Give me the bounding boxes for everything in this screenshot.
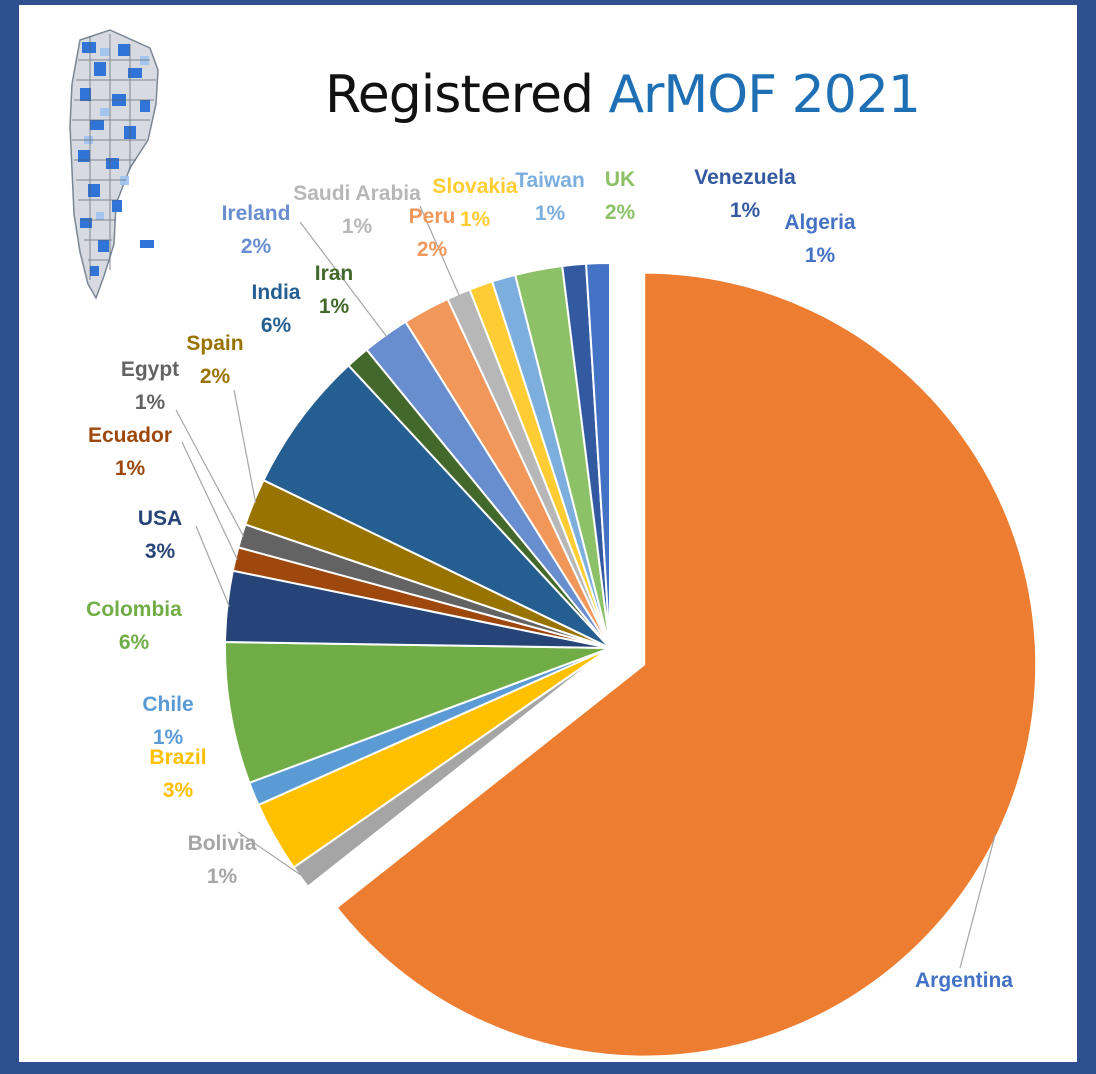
slice-argentina: [335, 271, 1038, 1058]
label-chile: Chile 1%: [142, 693, 193, 749]
label-name-ireland: Ireland: [222, 202, 291, 225]
label-name-spain: Spain: [186, 332, 243, 355]
label-value-india: 6%: [261, 314, 292, 337]
label-name-algeria: Algeria: [784, 211, 856, 234]
label-value-colombia: 6%: [119, 631, 150, 654]
label-name-usa: USA: [138, 507, 182, 530]
pie-slices: [224, 261, 1038, 1058]
label-iran: Iran 1%: [315, 262, 354, 318]
label-value-egypt: 1%: [135, 391, 166, 414]
label-value-saudi-arabia: 1%: [342, 215, 373, 238]
label-value-brazil: 3%: [163, 779, 194, 802]
leader-bolivia: [237, 831, 303, 877]
label-value-taiwan: 1%: [535, 202, 566, 225]
label-value-ecuador: 1%: [115, 457, 146, 480]
label-name-argentina: Argentina: [915, 969, 1013, 992]
label-venezuela: Venezuela 1%: [694, 166, 796, 222]
label-value-ireland: 2%: [241, 235, 272, 258]
label-india: India 6%: [251, 281, 300, 337]
leader-ireland: [299, 221, 388, 338]
label-value-usa: 3%: [145, 540, 176, 563]
leader-ecuador: [181, 441, 238, 560]
label-name-venezuela: Venezuela: [694, 166, 796, 189]
label-egypt: Egypt 1%: [121, 358, 179, 414]
leader-usa: [195, 525, 230, 607]
slice-india: [262, 363, 611, 649]
label-value-bolivia: 1%: [207, 865, 238, 888]
label-usa: USA 3%: [138, 507, 182, 563]
label-value-spain: 2%: [200, 365, 231, 388]
label-value-venezuela: 1%: [730, 199, 761, 222]
label-saudi-arabia: Saudi Arabia 1%: [293, 182, 421, 238]
label-name-taiwan: Taiwan: [515, 169, 585, 192]
label-colombia: Colombia 6%: [86, 598, 182, 654]
label-value-uk: 2%: [605, 201, 636, 224]
leader-spain: [233, 389, 257, 503]
label-value-iran: 1%: [319, 295, 350, 318]
label-name-ecuador: Ecuador: [88, 424, 172, 447]
label-name-saudi-arabia: Saudi Arabia: [293, 182, 421, 205]
label-peru: Peru 2%: [409, 205, 456, 261]
label-bolivia: Bolivia 1%: [188, 832, 257, 888]
label-name-uk: UK: [605, 168, 635, 191]
label-name-brazil: Brazil: [149, 746, 206, 769]
slice-colombia: [224, 640, 611, 785]
leader-lines: [175, 205, 996, 969]
label-name-iran: Iran: [315, 262, 354, 285]
label-name-slovakia: Slovakia: [432, 175, 518, 198]
label-ecuador: Ecuador 1%: [88, 424, 172, 480]
leader-argentina: [959, 834, 996, 969]
label-ireland: Ireland 2%: [222, 202, 291, 258]
label-value-chile: 1%: [153, 726, 184, 749]
label-value-algeria: 1%: [805, 244, 836, 267]
label-uk: UK 2%: [605, 168, 636, 224]
label-value-peru: 2%: [417, 238, 448, 261]
label-argentina: Argentina: [915, 969, 1013, 992]
leader-egypt: [175, 409, 245, 537]
label-name-egypt: Egypt: [121, 358, 179, 381]
slice-algeria: [585, 261, 611, 649]
label-name-india: India: [251, 281, 300, 304]
label-algeria: Algeria 1%: [784, 211, 856, 267]
argentina-map-logo: [69, 29, 159, 300]
title-armof-2021: ArMOF 2021: [608, 65, 921, 125]
label-spain: Spain 2%: [186, 332, 243, 388]
chart-title: Registered ArMOF 2021: [325, 63, 921, 127]
label-brazil: Brazil 3%: [149, 746, 206, 802]
label-taiwan: Taiwan 1%: [515, 169, 585, 225]
label-name-chile: Chile: [142, 693, 193, 716]
label-name-bolivia: Bolivia: [188, 832, 257, 855]
label-name-peru: Peru: [409, 205, 456, 228]
label-slovakia: Slovakia 1%: [432, 175, 518, 231]
leader-saudi-arabia: [419, 205, 460, 297]
title-registered: Registered: [325, 65, 594, 125]
label-name-colombia: Colombia: [86, 598, 182, 621]
label-value-slovakia: 1%: [460, 208, 491, 231]
